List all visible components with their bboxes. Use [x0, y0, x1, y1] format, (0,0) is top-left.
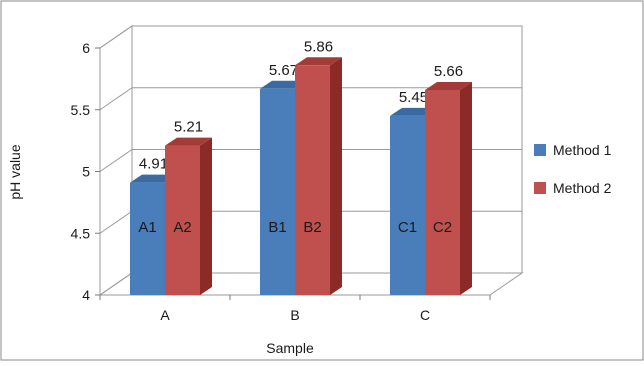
bar-inner-label: A1 [138, 219, 156, 236]
legend-swatch-1 [534, 144, 546, 156]
bar-value-label: 5.86 [304, 38, 333, 55]
bar-inner-label: C1 [398, 219, 417, 236]
x-tick-label-b: B [290, 307, 299, 323]
bar-front [165, 145, 200, 295]
bar-inner-label: B2 [303, 219, 321, 236]
bar-front [425, 89, 460, 296]
legend: Method 1 Method 2 [534, 142, 612, 196]
bar-top [425, 81, 472, 90]
y-tick-label: 6 [82, 40, 90, 56]
bar-front [390, 115, 425, 295]
y-ticks: 4 4.5 5 5.5 6 [71, 40, 100, 303]
bar-side [460, 81, 472, 296]
gridline [99, 87, 522, 111]
bar-value-label: 5.21 [174, 119, 203, 136]
x-axis-title: Sample [266, 340, 314, 356]
legend-label-2: Method 2 [553, 180, 612, 196]
bar-front [295, 65, 330, 295]
bar-side [200, 137, 212, 295]
bar-value-label: 5.67 [269, 62, 298, 79]
x-ticks: A B C [99, 295, 491, 323]
x-tick-label-a: A [160, 307, 170, 323]
bar-front [260, 88, 295, 295]
bar-c2: C2 5.66 [425, 63, 472, 296]
bar-b2: B2 5.86 [295, 38, 342, 295]
legend-swatch-2 [534, 182, 546, 194]
y-tick-label: 5 [82, 164, 90, 180]
y-axis-title: pH value [7, 144, 23, 199]
bar-inner-label: A2 [173, 219, 191, 236]
bar-front [130, 182, 165, 295]
bars: A1 4.91 A2 5.21 B1 5.67 B2 5.86 C1 5.45 C2 5.66 [130, 38, 472, 296]
y-tick-label: 4 [82, 287, 90, 303]
bar-inner-label: C2 [433, 219, 452, 236]
bar-value-label: 4.91 [139, 156, 168, 173]
bar-side [330, 57, 342, 295]
y-tick-label: 5.5 [71, 102, 91, 118]
y-tick-label: 4.5 [71, 225, 91, 241]
bar-inner-label: B1 [268, 219, 286, 236]
bar-value-label: 5.45 [399, 89, 428, 106]
gridline [99, 25, 522, 49]
x-tick-label-c: C [420, 307, 430, 323]
bar-value-label: 5.66 [434, 63, 463, 80]
bar-top [165, 137, 212, 146]
bar-a2: A2 5.21 [165, 119, 212, 295]
bar-top [295, 57, 342, 66]
legend-label-1: Method 1 [553, 142, 612, 158]
